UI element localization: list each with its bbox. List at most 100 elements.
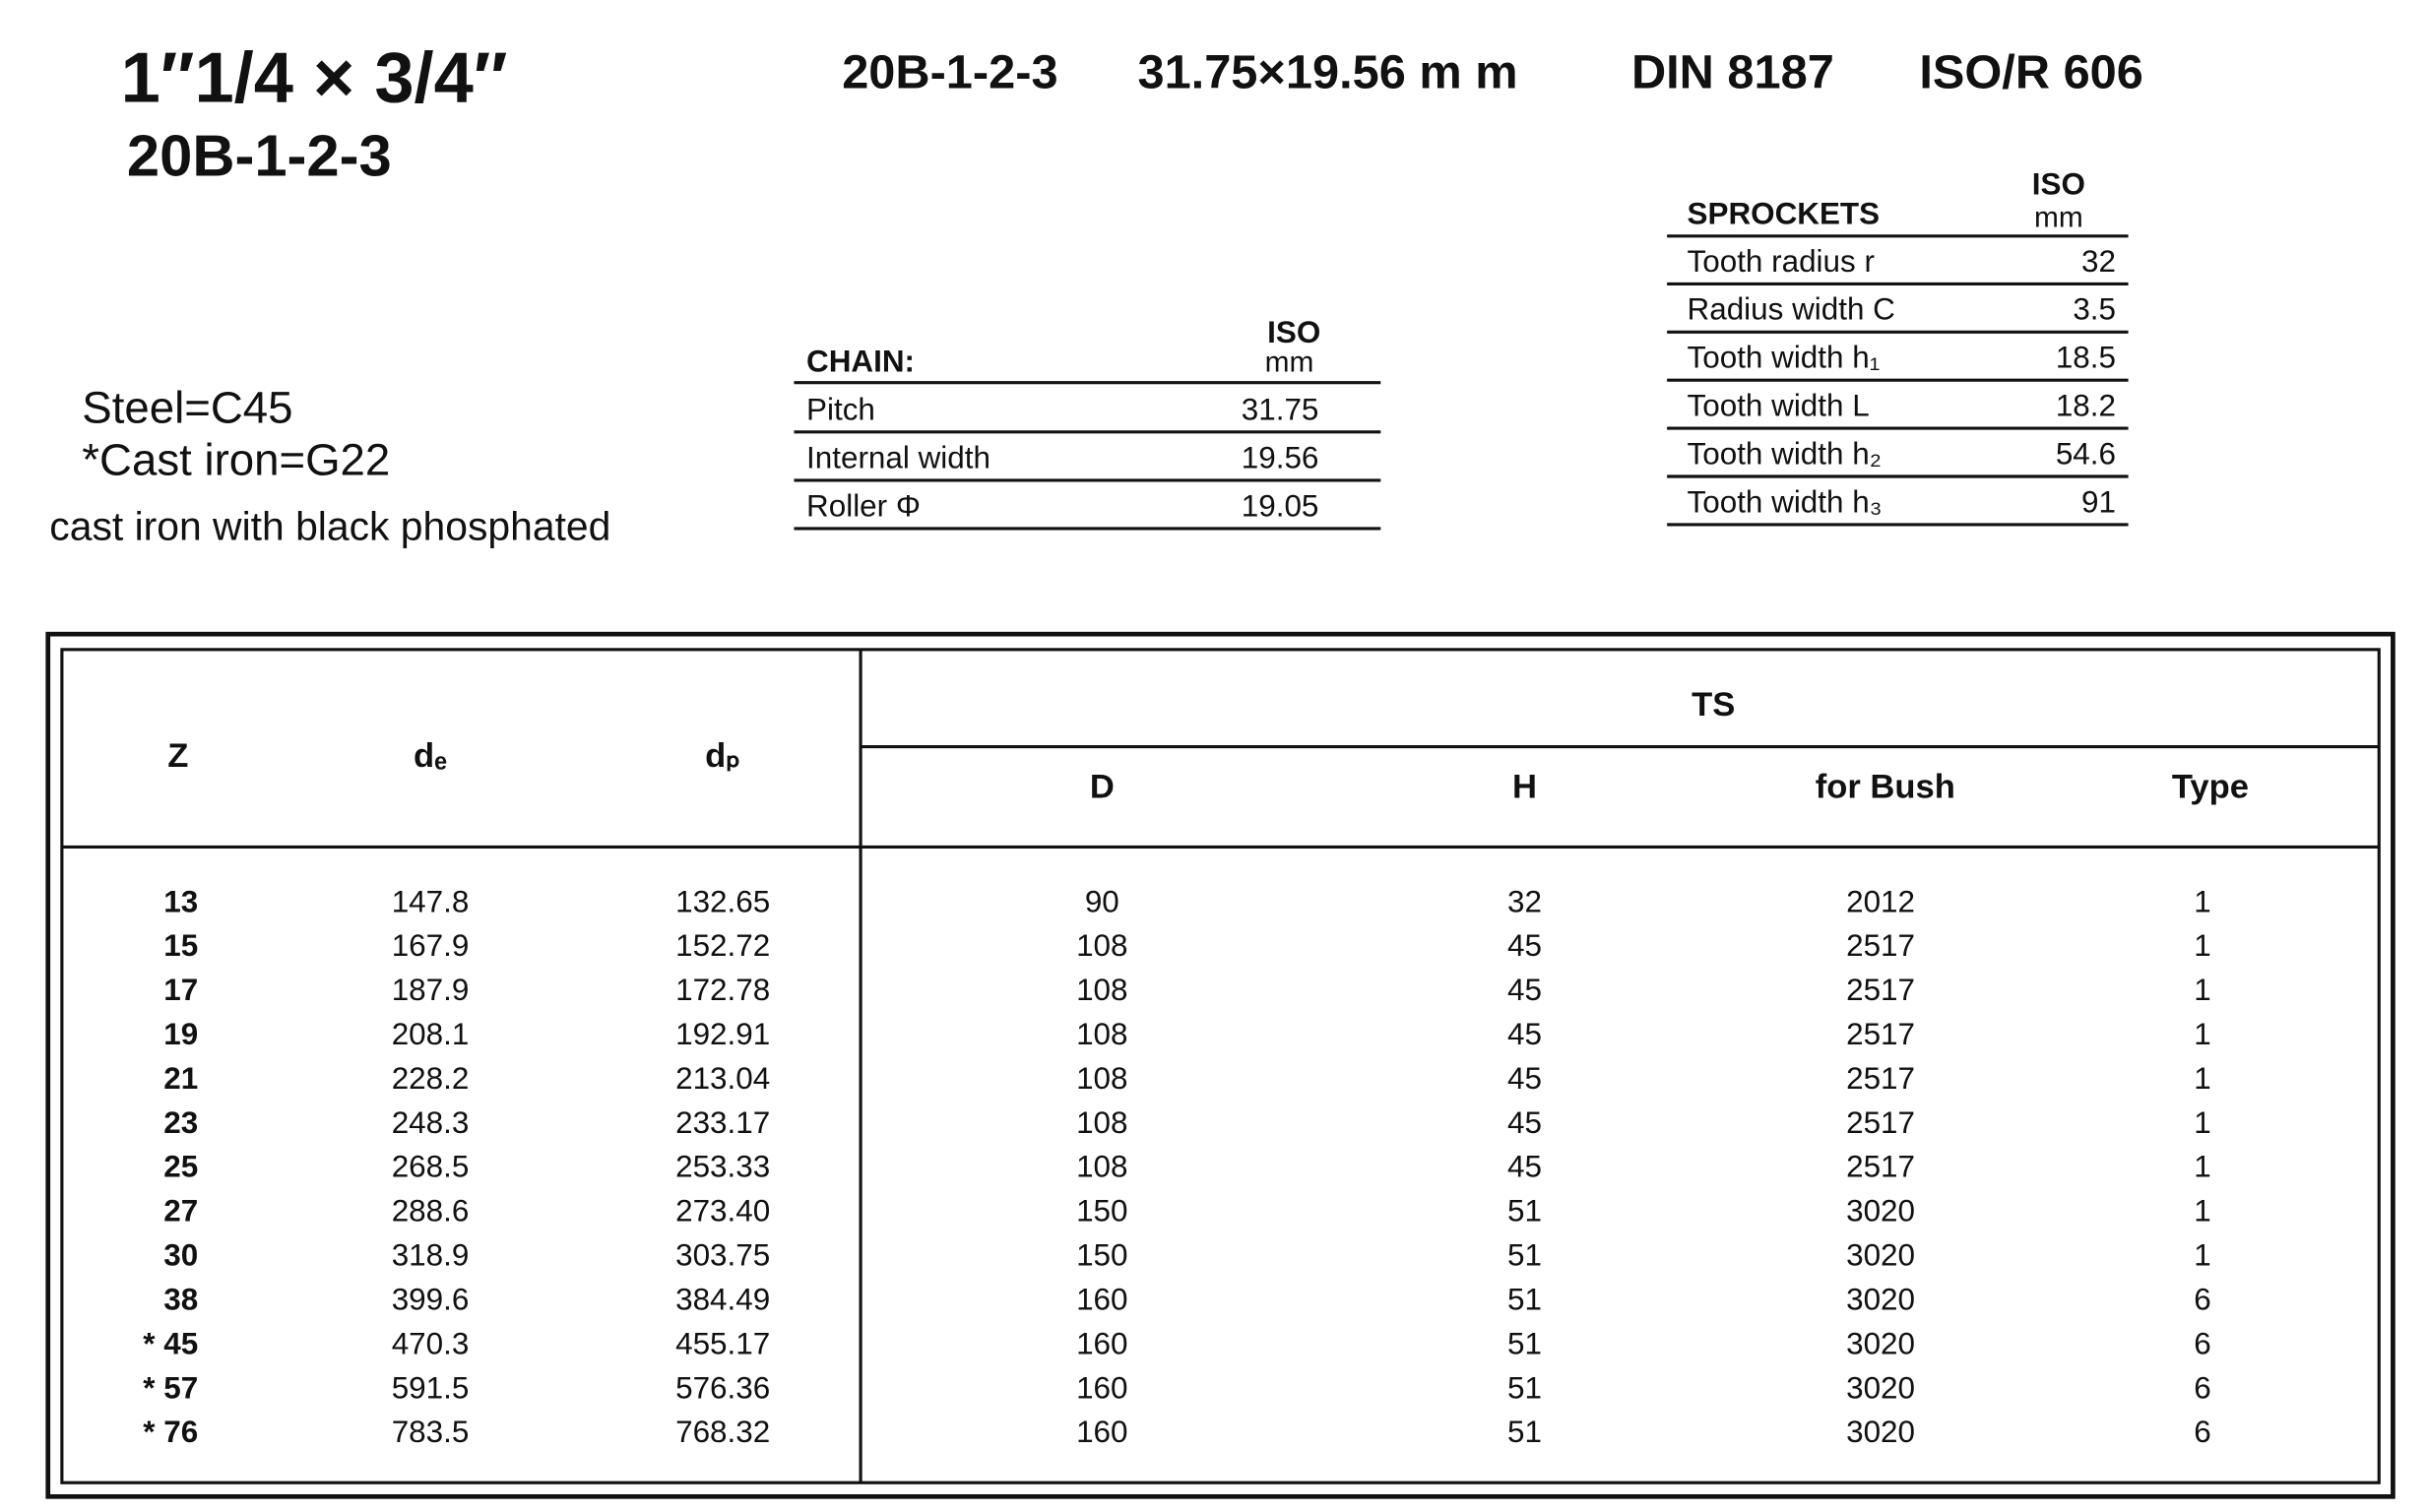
- cell: 208.1: [392, 1017, 470, 1051]
- cell: 455.17: [675, 1326, 770, 1360]
- cell: 17: [163, 973, 198, 1007]
- column-header: Type: [2172, 768, 2249, 805]
- row-label: Tooth radius r: [1688, 244, 1875, 279]
- cell: 1: [2194, 1238, 2210, 1273]
- cell: 108: [1076, 1017, 1127, 1051]
- cell: 160: [1076, 1326, 1127, 1360]
- cell: 253.33: [675, 1150, 770, 1184]
- cell: 2517: [1846, 1061, 1915, 1096]
- cell: 1: [2194, 973, 2210, 1007]
- row-label: Tooth width h₂: [1688, 437, 1882, 472]
- unit: ISO: [2032, 167, 2085, 202]
- row-label: Tooth width h₃: [1688, 484, 1883, 519]
- cell: 1: [2194, 1194, 2210, 1228]
- row-value: 3.5: [2073, 292, 2116, 327]
- cell: 288.6: [392, 1194, 470, 1228]
- cell: 19: [163, 1017, 198, 1051]
- cell: 45: [1507, 973, 1542, 1007]
- row-value: 18.5: [2056, 341, 2116, 375]
- cell: 3020: [1846, 1282, 1915, 1316]
- cell: 45: [1507, 1150, 1542, 1184]
- row-value: 18.2: [2056, 389, 2116, 423]
- cell: 248.3: [392, 1105, 470, 1140]
- cell: 51: [1507, 1415, 1542, 1449]
- unit: mm: [2034, 201, 2083, 233]
- row-value: 91: [2081, 484, 2116, 519]
- cell: 160: [1076, 1370, 1127, 1405]
- cell: 108: [1076, 973, 1127, 1007]
- cell: 6: [2194, 1282, 2210, 1316]
- chain-title: CHAIN:: [806, 345, 915, 379]
- column-header: for Bush: [1816, 768, 1955, 805]
- cell: 132.65: [675, 884, 770, 918]
- cell: 1: [2194, 1105, 2210, 1140]
- subtitle: 20B-1-2-3: [127, 123, 392, 189]
- cell: 303.75: [675, 1238, 770, 1273]
- cell: 233.17: [675, 1105, 770, 1140]
- cell: 187.9: [392, 973, 470, 1007]
- cell: 2517: [1846, 1150, 1915, 1184]
- row-value: 31.75: [1242, 392, 1319, 426]
- cell: 213.04: [675, 1061, 770, 1096]
- cell: 268.5: [392, 1150, 470, 1184]
- spec: 20B-1-2-3: [842, 45, 1057, 98]
- column-header: dₑ: [414, 737, 447, 775]
- cell: 192.91: [675, 1017, 770, 1051]
- table-inner-border: [60, 648, 2381, 1484]
- cell: 45: [1507, 928, 1542, 963]
- cell: 1: [2194, 1061, 2210, 1096]
- cell: 152.72: [675, 928, 770, 963]
- cell: 27: [163, 1194, 198, 1228]
- cell: 1: [2194, 884, 2210, 918]
- note: cast iron with black phosphated: [49, 504, 610, 549]
- cell: 38: [163, 1282, 198, 1316]
- cell: 6: [2194, 1415, 2210, 1449]
- cell: 13: [163, 884, 198, 918]
- unit: mm: [1265, 346, 1314, 379]
- cell: 167.9: [392, 928, 470, 963]
- cell: 150: [1076, 1238, 1127, 1273]
- title: 1″1/4 × 3/4″: [121, 39, 508, 118]
- cell: 6: [2194, 1370, 2210, 1405]
- cell: 2517: [1846, 1105, 1915, 1140]
- cell: 3020: [1846, 1194, 1915, 1228]
- cell: 160: [1076, 1282, 1127, 1316]
- cell: 172.78: [675, 973, 770, 1007]
- cell: 45: [1507, 1105, 1542, 1140]
- unit: ISO: [1267, 315, 1320, 349]
- cell: 108: [1076, 1150, 1127, 1184]
- cell: 783.5: [392, 1415, 470, 1449]
- cell: 45: [1507, 1017, 1542, 1051]
- cell: 399.6: [392, 1282, 470, 1316]
- row-value: 54.6: [2056, 437, 2116, 472]
- column-header: dₚ: [705, 737, 740, 775]
- cell: 51: [1507, 1194, 1542, 1228]
- row-label: Roller Φ: [806, 488, 921, 523]
- cell: * 76: [143, 1415, 198, 1449]
- row-label: Tooth width h₁: [1688, 341, 1881, 375]
- row-label: Radius width C: [1688, 292, 1895, 327]
- cell: 3020: [1846, 1370, 1915, 1405]
- cell: 108: [1076, 1105, 1127, 1140]
- note: *Cast iron=G22: [82, 435, 390, 485]
- cell: 21: [163, 1061, 198, 1096]
- cell: 1: [2194, 1017, 2210, 1051]
- cell: 3020: [1846, 1238, 1915, 1273]
- column-header: H: [1512, 768, 1537, 805]
- cell: 108: [1076, 928, 1127, 963]
- cell: 15: [163, 928, 198, 963]
- cell: 150: [1076, 1194, 1127, 1228]
- cell: 51: [1507, 1238, 1542, 1273]
- cell: 3020: [1846, 1326, 1915, 1360]
- cell: 576.36: [675, 1370, 770, 1405]
- spec: DIN 8187: [1631, 45, 1834, 98]
- cell: 2517: [1846, 973, 1915, 1007]
- column-header: Z: [167, 737, 188, 775]
- cell: 30: [163, 1238, 198, 1273]
- row-value: 32: [2081, 244, 2116, 279]
- cell: 51: [1507, 1370, 1542, 1405]
- cell: 228.2: [392, 1061, 470, 1096]
- cell: 108: [1076, 1061, 1127, 1096]
